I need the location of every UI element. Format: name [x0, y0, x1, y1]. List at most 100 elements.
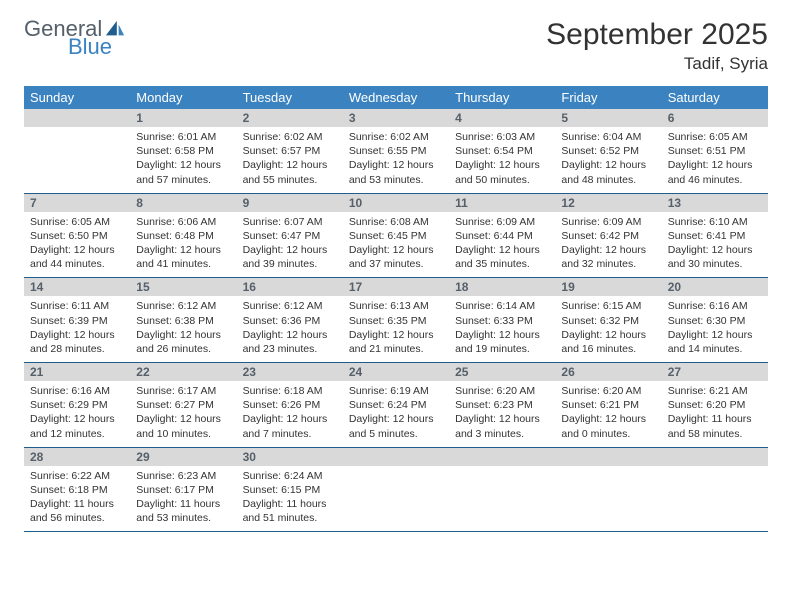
day-header: Tuesday [237, 86, 343, 109]
day-number [662, 447, 768, 466]
day-number: 11 [449, 193, 555, 212]
day-line: Sunset: 6:55 PM [349, 144, 443, 158]
day-cell: Sunrise: 6:12 AMSunset: 6:38 PMDaylight:… [130, 296, 236, 362]
day-line: Sunrise: 6:08 AM [349, 215, 443, 229]
day-header: Sunday [24, 86, 130, 109]
day-line: Daylight: 12 hours [561, 158, 655, 172]
day-line: Sunrise: 6:05 AM [668, 130, 762, 144]
day-line: Sunset: 6:50 PM [30, 229, 124, 243]
logo: General Blue [24, 18, 126, 58]
day-line: Sunrise: 6:01 AM [136, 130, 230, 144]
day-cell [343, 466, 449, 532]
day-line: Sunrise: 6:09 AM [561, 215, 655, 229]
day-number: 19 [555, 278, 661, 297]
day-line: Daylight: 12 hours [668, 243, 762, 257]
day-line: Sunrise: 6:18 AM [243, 384, 337, 398]
day-line: Sunset: 6:41 PM [668, 229, 762, 243]
day-number: 9 [237, 193, 343, 212]
day-line: and 21 minutes. [349, 342, 443, 356]
day-line: Daylight: 12 hours [668, 328, 762, 342]
day-line: Daylight: 12 hours [455, 412, 549, 426]
day-header: Friday [555, 86, 661, 109]
day-number: 2 [237, 109, 343, 127]
day-number: 28 [24, 447, 130, 466]
day-line: Daylight: 12 hours [349, 328, 443, 342]
day-line: and 46 minutes. [668, 173, 762, 187]
day-line: Daylight: 12 hours [243, 158, 337, 172]
day-line: Sunrise: 6:19 AM [349, 384, 443, 398]
day-line: Daylight: 12 hours [455, 158, 549, 172]
location: Tadif, Syria [546, 54, 768, 74]
day-line: Sunrise: 6:22 AM [30, 469, 124, 483]
day-line: and 23 minutes. [243, 342, 337, 356]
day-line: and 14 minutes. [668, 342, 762, 356]
day-line: Sunset: 6:38 PM [136, 314, 230, 328]
day-line: Sunrise: 6:10 AM [668, 215, 762, 229]
day-line: Sunrise: 6:21 AM [668, 384, 762, 398]
month-title: September 2025 [546, 18, 768, 52]
day-line: Sunrise: 6:04 AM [561, 130, 655, 144]
day-cell: Sunrise: 6:16 AMSunset: 6:29 PMDaylight:… [24, 381, 130, 447]
day-line: Sunrise: 6:02 AM [243, 130, 337, 144]
day-line: Sunset: 6:58 PM [136, 144, 230, 158]
day-line: Sunset: 6:45 PM [349, 229, 443, 243]
day-line: Sunrise: 6:14 AM [455, 299, 549, 313]
day-number: 6 [662, 109, 768, 127]
title-block: September 2025 Tadif, Syria [546, 18, 768, 74]
day-line: Daylight: 12 hours [455, 243, 549, 257]
day-cell: Sunrise: 6:20 AMSunset: 6:21 PMDaylight:… [555, 381, 661, 447]
day-line: Sunset: 6:24 PM [349, 398, 443, 412]
day-line: Sunrise: 6:06 AM [136, 215, 230, 229]
day-line: and 10 minutes. [136, 427, 230, 441]
day-line: Daylight: 12 hours [136, 243, 230, 257]
day-line: and 0 minutes. [561, 427, 655, 441]
day-line: and 50 minutes. [455, 173, 549, 187]
day-number: 3 [343, 109, 449, 127]
daynum-row: 21222324252627 [24, 363, 768, 382]
day-line: Daylight: 12 hours [30, 412, 124, 426]
day-cell: Sunrise: 6:16 AMSunset: 6:30 PMDaylight:… [662, 296, 768, 362]
day-line: and 51 minutes. [243, 511, 337, 525]
logo-text-blue: Blue [68, 36, 126, 58]
day-number: 4 [449, 109, 555, 127]
day-line: Sunrise: 6:13 AM [349, 299, 443, 313]
day-cell [449, 466, 555, 532]
day-line: and 57 minutes. [136, 173, 230, 187]
day-line: Sunset: 6:17 PM [136, 483, 230, 497]
day-line: Sunrise: 6:11 AM [30, 299, 124, 313]
day-line: Daylight: 12 hours [561, 243, 655, 257]
day-line: Sunrise: 6:16 AM [668, 299, 762, 313]
day-header: Saturday [662, 86, 768, 109]
day-cell: Sunrise: 6:04 AMSunset: 6:52 PMDaylight:… [555, 127, 661, 193]
day-line: Sunset: 6:35 PM [349, 314, 443, 328]
day-line: and 19 minutes. [455, 342, 549, 356]
day-line: and 35 minutes. [455, 257, 549, 271]
day-line: and 3 minutes. [455, 427, 549, 441]
day-line: Sunset: 6:26 PM [243, 398, 337, 412]
day-line: and 7 minutes. [243, 427, 337, 441]
day-line: Sunset: 6:42 PM [561, 229, 655, 243]
day-line: Sunset: 6:39 PM [30, 314, 124, 328]
day-cell: Sunrise: 6:17 AMSunset: 6:27 PMDaylight:… [130, 381, 236, 447]
day-line: and 26 minutes. [136, 342, 230, 356]
day-content-row: Sunrise: 6:22 AMSunset: 6:18 PMDaylight:… [24, 466, 768, 532]
day-line: Daylight: 12 hours [668, 158, 762, 172]
day-line: Sunrise: 6:20 AM [455, 384, 549, 398]
day-cell: Sunrise: 6:23 AMSunset: 6:17 PMDaylight:… [130, 466, 236, 532]
day-number: 21 [24, 363, 130, 382]
day-number: 23 [237, 363, 343, 382]
day-cell: Sunrise: 6:01 AMSunset: 6:58 PMDaylight:… [130, 127, 236, 193]
day-number: 25 [449, 363, 555, 382]
day-number: 30 [237, 447, 343, 466]
day-line: Sunrise: 6:12 AM [243, 299, 337, 313]
daynum-row: 282930 [24, 447, 768, 466]
day-line: Sunrise: 6:07 AM [243, 215, 337, 229]
day-number [343, 447, 449, 466]
daynum-row: 14151617181920 [24, 278, 768, 297]
day-number: 15 [130, 278, 236, 297]
header: General Blue September 2025 Tadif, Syria [24, 18, 768, 74]
day-line: and 48 minutes. [561, 173, 655, 187]
day-number [555, 447, 661, 466]
day-number [449, 447, 555, 466]
day-cell: Sunrise: 6:05 AMSunset: 6:51 PMDaylight:… [662, 127, 768, 193]
